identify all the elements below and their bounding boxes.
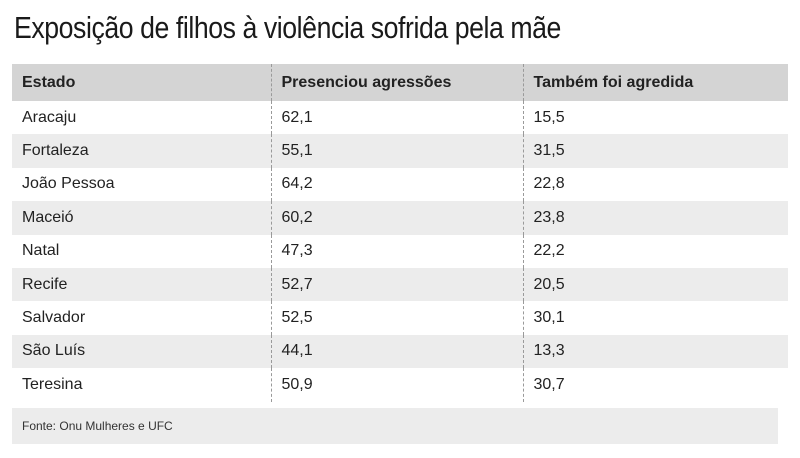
cell-presenciou: 62,1 <box>270 101 523 135</box>
data-table: Estado Presenciou agressões Também foi a… <box>12 64 788 402</box>
cell-presenciou: 47,3 <box>270 234 523 268</box>
source-note: Fonte: Onu Mulheres e UFC <box>12 408 778 444</box>
column-header-agredida: Também foi agredida <box>522 64 788 101</box>
cell-presenciou: 55,1 <box>270 134 523 168</box>
table-row: Natal 47,3 22,2 <box>12 234 788 268</box>
column-header-presenciou: Presenciou agressões <box>270 64 523 101</box>
cell-presenciou: 64,2 <box>270 167 523 202</box>
cell-agredida: 30,7 <box>522 368 788 402</box>
cell-estado: Fortaleza <box>12 134 271 168</box>
cell-agredida: 15,5 <box>522 101 788 135</box>
table-row: Fortaleza 55,1 31,5 <box>12 134 788 168</box>
table-row: João Pessoa 64,2 22,8 <box>12 167 788 202</box>
cell-agredida: 22,2 <box>522 234 788 268</box>
table-row: Recife 52,7 20,5 <box>12 267 788 302</box>
cell-presenciou: 50,9 <box>270 368 523 402</box>
cell-agredida: 23,8 <box>522 201 788 235</box>
cell-presenciou: 44,1 <box>270 334 523 369</box>
cell-estado: Recife <box>12 267 271 302</box>
table-row: Salvador 52,5 30,1 <box>12 301 788 335</box>
cell-presenciou: 52,7 <box>270 267 523 302</box>
table-row: Maceió 60,2 23,8 <box>12 201 788 235</box>
cell-presenciou: 52,5 <box>270 301 523 335</box>
cell-agredida: 31,5 <box>522 134 788 168</box>
cell-agredida: 30,1 <box>522 301 788 335</box>
data-table-container: Estado Presenciou agressões Também foi a… <box>12 64 788 402</box>
table-row: Aracaju 62,1 15,5 <box>12 101 788 135</box>
table-row: Teresina 50,9 30,7 <box>12 368 788 402</box>
cell-agredida: 22,8 <box>522 167 788 202</box>
chart-title: Exposição de filhos à violência sofrida … <box>14 10 561 45</box>
cell-presenciou: 60,2 <box>270 201 523 235</box>
cell-estado: João Pessoa <box>12 167 271 202</box>
cell-estado: Natal <box>12 234 271 268</box>
cell-estado: Salvador <box>12 301 271 335</box>
table-body: Aracaju 62,1 15,5 Fortaleza 55,1 31,5 João Pes… <box>12 101 788 402</box>
cell-agredida: 13,3 <box>522 334 788 369</box>
column-header-estado: Estado <box>12 64 271 101</box>
cell-estado: São Luís <box>12 334 271 369</box>
cell-agredida: 20,5 <box>522 267 788 302</box>
table-header-row: Estado Presenciou agressões Também foi a… <box>12 64 788 101</box>
cell-estado: Aracaju <box>12 101 271 135</box>
cell-estado: Maceió <box>12 201 271 235</box>
cell-estado: Teresina <box>12 368 271 402</box>
table-row: São Luís 44,1 13,3 <box>12 334 788 369</box>
